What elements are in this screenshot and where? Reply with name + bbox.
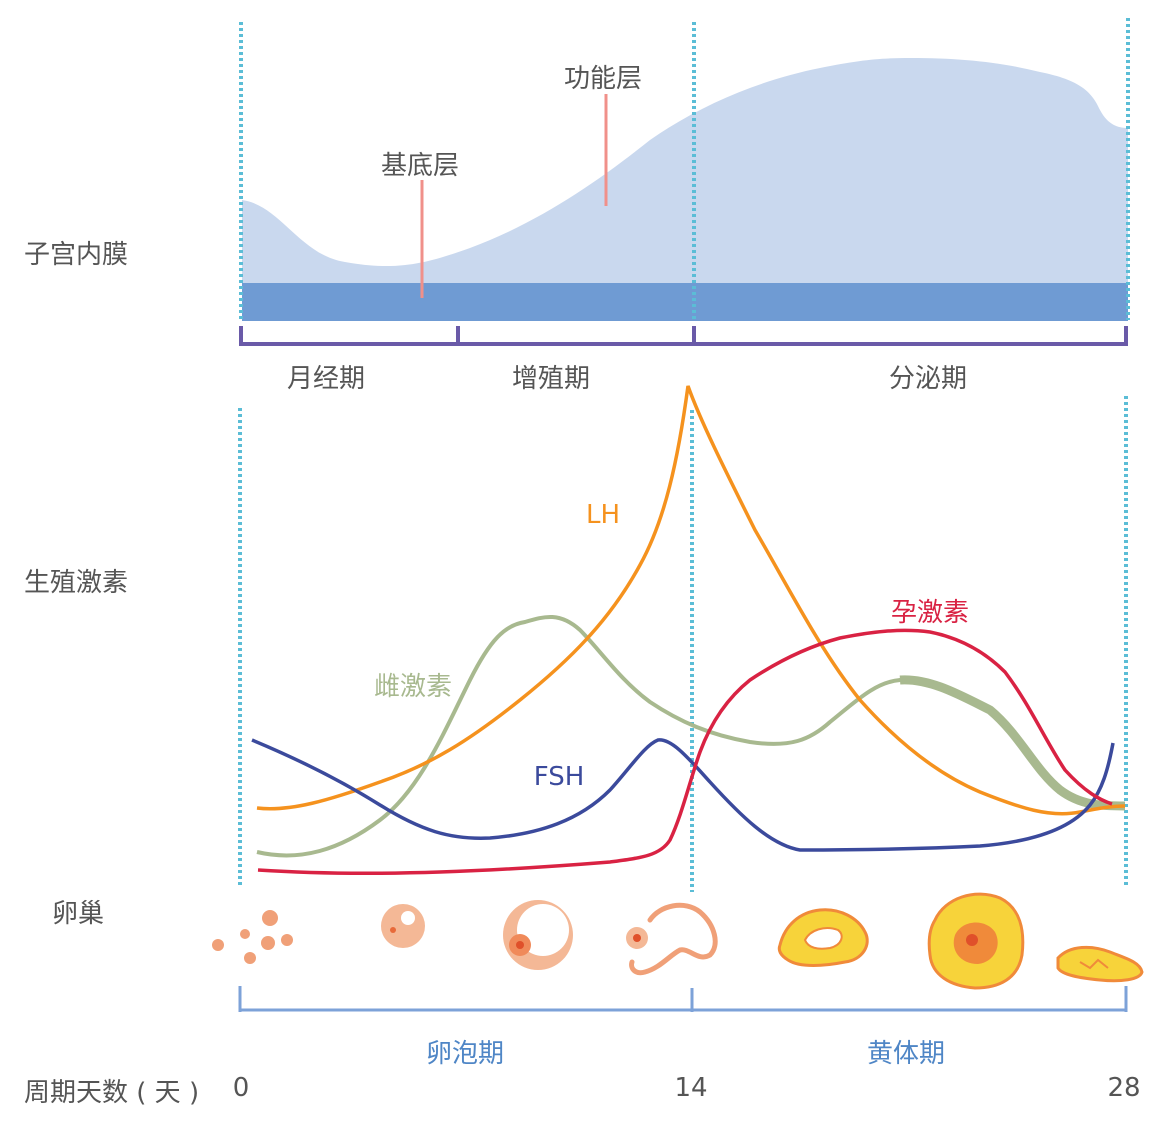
- progesterone-curve: [257, 628, 1113, 876]
- progesterone-label: 孕激素: [890, 598, 970, 628]
- follicular-phase-label: 卵泡期: [425, 1039, 505, 1069]
- ovarian-phase-bracket: [238, 986, 1128, 1012]
- endometrium-row-label: 子宫内膜: [24, 240, 129, 270]
- fsh-label: FSH: [533, 762, 585, 792]
- early-corpus-luteum: [777, 908, 869, 967]
- functional-layer-area: [242, 58, 1128, 285]
- lh-label: LH: [585, 500, 621, 530]
- hormones-row-label: 生殖激素: [24, 568, 129, 598]
- basal-layer-label: 基底层: [380, 151, 460, 181]
- fsh-curve: [251, 738, 1115, 852]
- corpus-albicans: [1056, 945, 1144, 983]
- ovary-follicle-cluster: [212, 910, 293, 964]
- functional-layer-label: 功能层: [563, 64, 643, 94]
- ovary-row-label: 卵巢: [52, 899, 105, 929]
- estrogen-curve-thick: [899, 675, 1126, 811]
- ovulation-follicle: [626, 902, 718, 976]
- proliferative-phase-label: 增殖期: [511, 364, 591, 394]
- day-tick-28: 28: [1107, 1073, 1141, 1103]
- phase-guide-lines: [238, 18, 1130, 892]
- lh-curve: [256, 385, 1126, 816]
- uterine-phase-bracket: [239, 326, 1128, 346]
- growing-follicle: [381, 904, 425, 948]
- day-tick-14: 14: [674, 1073, 708, 1103]
- basal-layer-band: [242, 283, 1128, 321]
- estrogen-label: 雌激素: [373, 672, 453, 702]
- secretory-phase-label: 分泌期: [888, 364, 968, 394]
- luteal-phase-label: 黄体期: [866, 1039, 946, 1069]
- cycle-days-row-label: 周期天数 ( 天 ): [24, 1078, 200, 1108]
- mature-follicle: [503, 900, 573, 970]
- corpus-luteum: [927, 892, 1025, 990]
- day-tick-0: 0: [232, 1073, 250, 1103]
- menstrual-phase-label: 月经期: [286, 364, 366, 394]
